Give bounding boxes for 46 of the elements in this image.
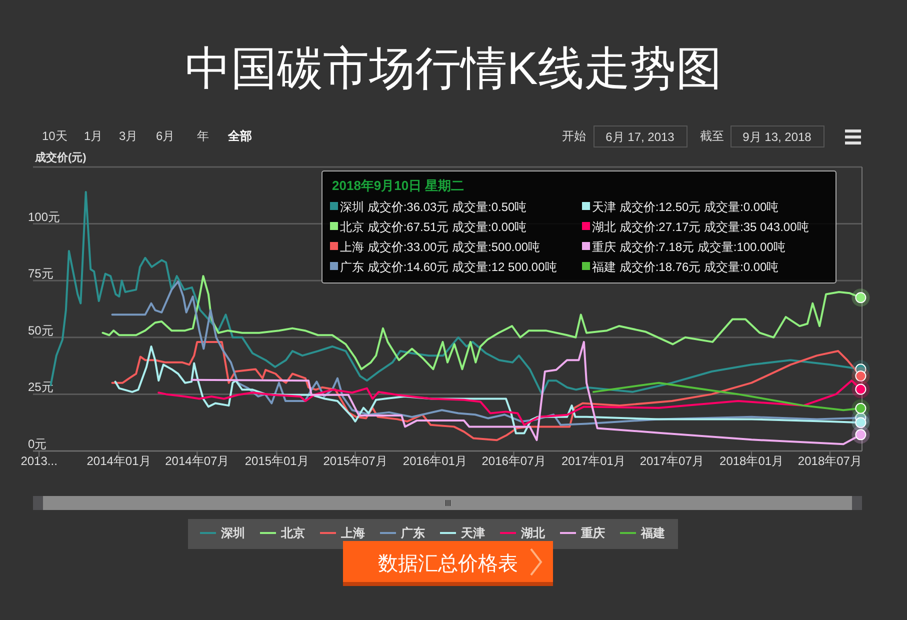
text: 6月 17, 2013 (606, 130, 675, 144)
x-tick-label: 2017年01月 (561, 454, 626, 468)
text: 开始 (562, 129, 586, 143)
text: 全部 (227, 129, 252, 143)
x-tick-label: 2014年01月 (86, 454, 151, 468)
x-tick-label: 2016年01月 (402, 454, 467, 468)
y-tick-label: 50元 (28, 323, 54, 338)
chart-title: 中国碳市场行情K线走势图 (185, 42, 722, 94)
annotation: 2018年9月10日 星期二 (332, 178, 464, 193)
text: 1月 (84, 129, 103, 143)
legend-label: 重庆 (580, 526, 605, 540)
x-tick-label: 2017年07月 (640, 454, 704, 468)
y-tick-label: 0元 (28, 437, 47, 451)
legend-label: 深圳 (220, 526, 245, 540)
x-tick-label: 2015年01月 (244, 454, 309, 468)
text: 10天 (42, 129, 68, 143)
x-tick-label: 2016年07月 (482, 454, 546, 468)
y-tick-label: 75元 (28, 266, 54, 281)
button: 数据汇总价格表 (343, 541, 553, 586)
y-tick-label: 25元 (28, 380, 54, 394)
x-tick-label: 2013... (20, 454, 58, 468)
x-tick-label: 2014年07月 (165, 454, 230, 468)
x-tick-label: 2018年07月 (798, 454, 862, 468)
annotation: 湖北 成交价:27.17元 成交量:35 043.00吨 (592, 220, 809, 234)
legend-label: 广东 (400, 526, 425, 540)
annotation: 深圳 成交价:36.03元 成交量:0.50吨 (340, 200, 527, 214)
text: 9月 13, 2018 (742, 130, 812, 144)
x-tick-label: 2015年07月 (323, 454, 388, 468)
legend-label: 湖北 (520, 526, 546, 540)
annotation: 上海 成交价:33.00元 成交量:500.00吨 (340, 240, 540, 254)
text: 3月 (119, 129, 138, 143)
legend-label: 北京 (280, 526, 305, 540)
text: 年 (197, 129, 209, 143)
annotation: 福建 成交价:18.76元 成交量:0.00吨 (592, 260, 779, 274)
y-axis-title: 成交价(元) (34, 151, 87, 164)
legend-label: 天津 (460, 526, 485, 540)
x-tick-label: 2018年01月 (720, 454, 784, 468)
annotation: 重庆 成交价:7.18元 成交量:100.00吨 (592, 240, 786, 254)
legend-label: 上海 (340, 526, 365, 540)
text: 截至 (700, 129, 724, 143)
text: 6月 (156, 129, 175, 143)
y-tick-label: 100元 (28, 210, 60, 224)
legend-label: 福建 (640, 526, 665, 540)
annotation: 广东 成交价:14.60元 成交量:12 500.00吨 (340, 260, 557, 274)
annotation: 天津 成交价:12.50元 成交量:0.00吨 (592, 200, 779, 214)
annotation: 北京 成交价:67.51元 成交量:0.00吨 (340, 220, 527, 234)
